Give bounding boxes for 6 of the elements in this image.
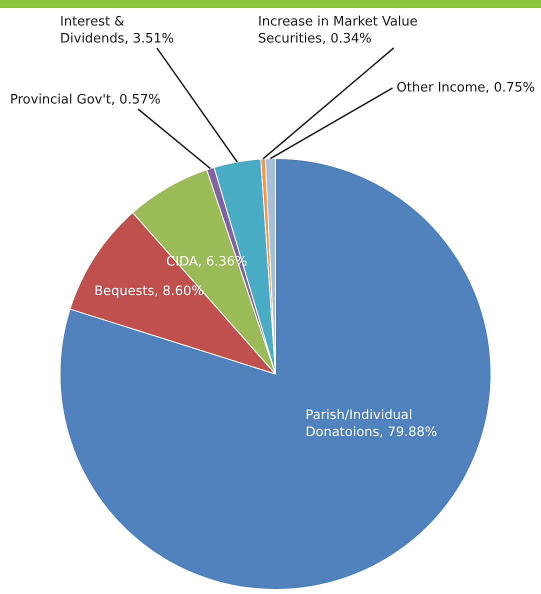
slice-label: Other Income, 0.75% [396, 80, 535, 96]
slice-label: Parish/Individual Donatoions, 79.88% [306, 408, 438, 440]
slice-label: Interest & Dividends, 3.51% [60, 14, 174, 46]
slice-label: Bequests, 8.60% [94, 284, 204, 300]
slice-label: Increase in Market Value Securities, 0.34% [258, 14, 418, 46]
slice-label: Provincial Gov't, 0.57% [10, 92, 161, 108]
